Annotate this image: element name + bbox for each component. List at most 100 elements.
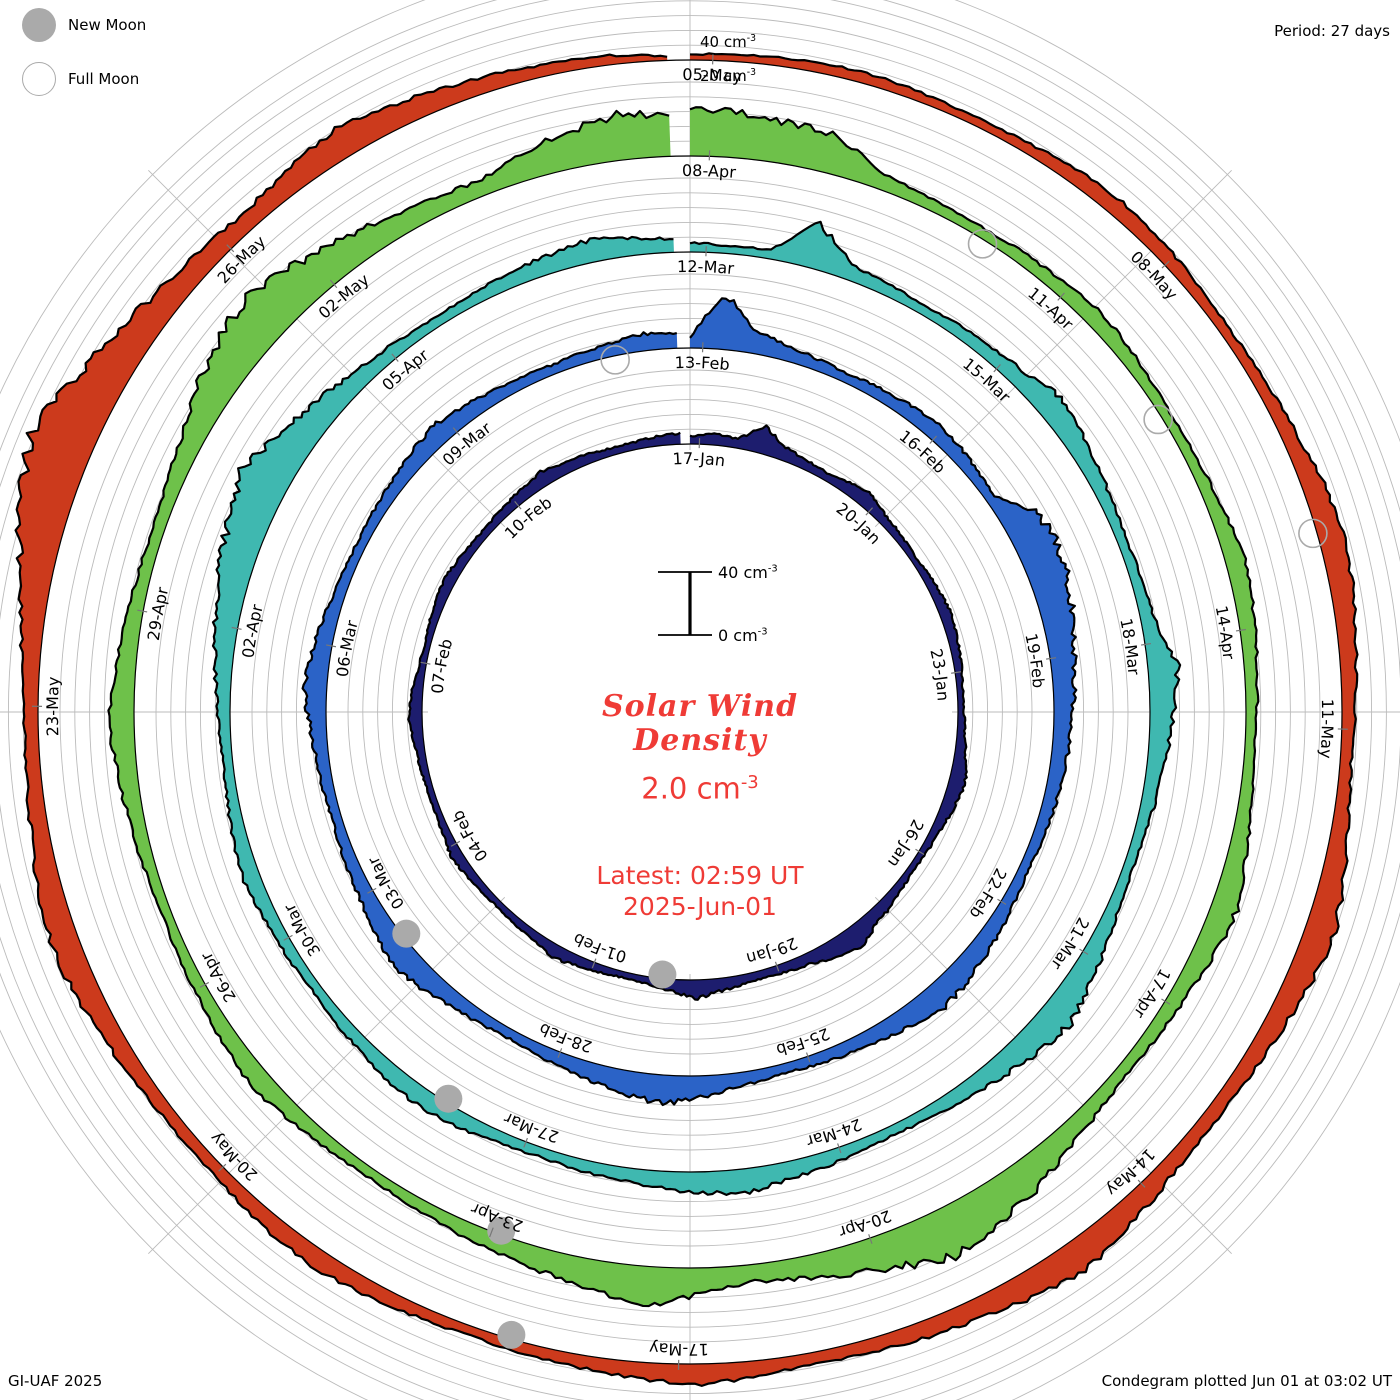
scale-bar-bottom-label: 0 cm-3 — [718, 626, 768, 645]
date-tick — [326, 644, 337, 648]
date-tick — [231, 626, 242, 630]
new-moon-marker — [392, 919, 421, 948]
new-moon-marker — [434, 1084, 463, 1113]
date-tick — [283, 934, 293, 941]
date-tick — [450, 840, 461, 847]
scale-bar-layer — [658, 571, 712, 636]
rotation-date-label: 13-Feb — [674, 353, 730, 374]
rotation-date-label: 18-Mar — [1116, 617, 1143, 676]
rotation-baseline — [421, 443, 959, 981]
full-moon-swatch-icon — [22, 62, 56, 96]
rotation-baseline — [133, 155, 1247, 1269]
date-tick — [1161, 260, 1170, 269]
period-label: Period: 27 days — [1274, 22, 1390, 40]
rotation-trace — [107, 106, 1260, 1308]
full-moon-marker — [1298, 518, 1328, 549]
radial-tick-label-40: 40 cm-3 — [700, 33, 756, 51]
date-tick — [514, 501, 522, 510]
rotation-trace — [211, 220, 1182, 1197]
angular-gridline — [148, 170, 506, 528]
rotation-baseline — [229, 251, 1151, 1173]
full-moon-marker — [600, 345, 630, 375]
scale-bar-bottom-text: 0 cm — [718, 626, 758, 645]
rotation-date-label: 17-May — [649, 1339, 709, 1359]
date-tick — [489, 1227, 494, 1238]
rotation-date-label: 11-May — [1316, 699, 1337, 759]
current-value-text: 2.0 cm — [641, 771, 741, 806]
date-tick — [929, 435, 937, 444]
full-moon-legend-label: Full Moon — [68, 70, 140, 88]
date-tick — [1046, 657, 1057, 660]
full-moon-marker — [967, 229, 998, 259]
angular-gridline — [148, 896, 506, 1254]
rotation-date-label: 14-Apr — [1212, 604, 1239, 661]
date-tick — [951, 671, 962, 674]
date-tick — [915, 848, 925, 855]
latest-date: 2025-Jun-01 — [623, 891, 777, 921]
current-value-exp: -3 — [740, 772, 759, 793]
date-tick — [1235, 628, 1246, 632]
new-moon-marker — [487, 1216, 516, 1245]
date-tick — [137, 609, 148, 613]
radial-tick-40-text: 40 cm — [700, 33, 747, 51]
rotation-date-label: 07-Feb — [428, 637, 457, 695]
date-tick — [774, 961, 780, 972]
date-tick — [199, 981, 210, 988]
rotation-trace — [407, 424, 968, 1001]
rotation-date-label: 06-Mar — [333, 618, 362, 678]
plotted-label: Condegram plotted Jun 01 at 03:02 UT — [1101, 1372, 1392, 1390]
date-tick — [868, 1234, 873, 1244]
date-tick — [367, 887, 377, 894]
rotation-date-label: 29-Apr — [144, 585, 173, 642]
new-moon-marker — [648, 960, 677, 989]
date-tick — [1140, 642, 1152, 646]
date-tick — [997, 898, 1007, 905]
new-moon-marker — [497, 1320, 526, 1349]
date-tick — [329, 279, 338, 289]
date-tick — [1137, 1179, 1146, 1188]
radial-tick-label-20: 20 cm-3 — [700, 67, 756, 85]
current-value: 2.0 cm-3 — [430, 760, 970, 812]
data-layer — [14, 52, 1359, 1387]
date-tick — [226, 244, 235, 253]
rotation-date-label: 02-Apr — [238, 602, 267, 659]
radial-tick-40-exp: -3 — [746, 33, 756, 44]
date-tick — [452, 427, 461, 436]
rotation-trace — [301, 297, 1078, 1107]
date-tick — [837, 1143, 842, 1154]
date-tick — [805, 1052, 811, 1063]
scale-bar-top-label: 40 cm-3 — [718, 563, 778, 582]
date-tick — [1057, 292, 1065, 301]
date-tick — [1079, 948, 1089, 955]
scale-bar-top-text: 40 cm — [718, 563, 768, 582]
rotation-date-label: 23-May — [43, 676, 63, 736]
chart-title-line2: Density — [633, 723, 767, 758]
rotation-date-label: 05-May — [682, 65, 742, 86]
full-moon-marker — [1143, 404, 1173, 435]
new-moon-swatch-icon — [22, 8, 56, 42]
rotation-baseline — [325, 347, 1055, 1077]
credit-label: GI-UAF 2025 — [8, 1372, 103, 1390]
moon-marker-layer — [392, 229, 1328, 1349]
radial-tick-20-text: 20 cm — [700, 67, 747, 85]
date-tick — [218, 1163, 227, 1172]
scale-bar-top-exp: -3 — [767, 563, 778, 575]
rotation-date-label: 17-Jan — [672, 449, 726, 470]
angular-gridline — [874, 896, 1232, 1254]
rotation-date-label: 19-Feb — [1021, 632, 1048, 689]
latest-time: Latest: 02:59 UT — [596, 860, 804, 890]
scale-bar-bottom-exp: -3 — [757, 626, 768, 638]
chart-title-line1: Solar Wind — [601, 689, 799, 724]
date-tick — [865, 507, 873, 516]
date-tick — [557, 1048, 563, 1058]
date-tick — [591, 958, 597, 969]
rotation-trace — [14, 52, 1359, 1387]
new-moon-legend-label: New Moon — [68, 16, 147, 34]
date-tick — [420, 661, 431, 665]
angular-gridline — [874, 170, 1232, 528]
date-tick — [993, 364, 1001, 373]
rotation-date-label: 08-Apr — [682, 161, 737, 182]
center-readout: Solar Wind Density 2.0 cm-3 Latest: 02:5… — [430, 690, 970, 922]
rotation-baseline — [37, 59, 1343, 1365]
